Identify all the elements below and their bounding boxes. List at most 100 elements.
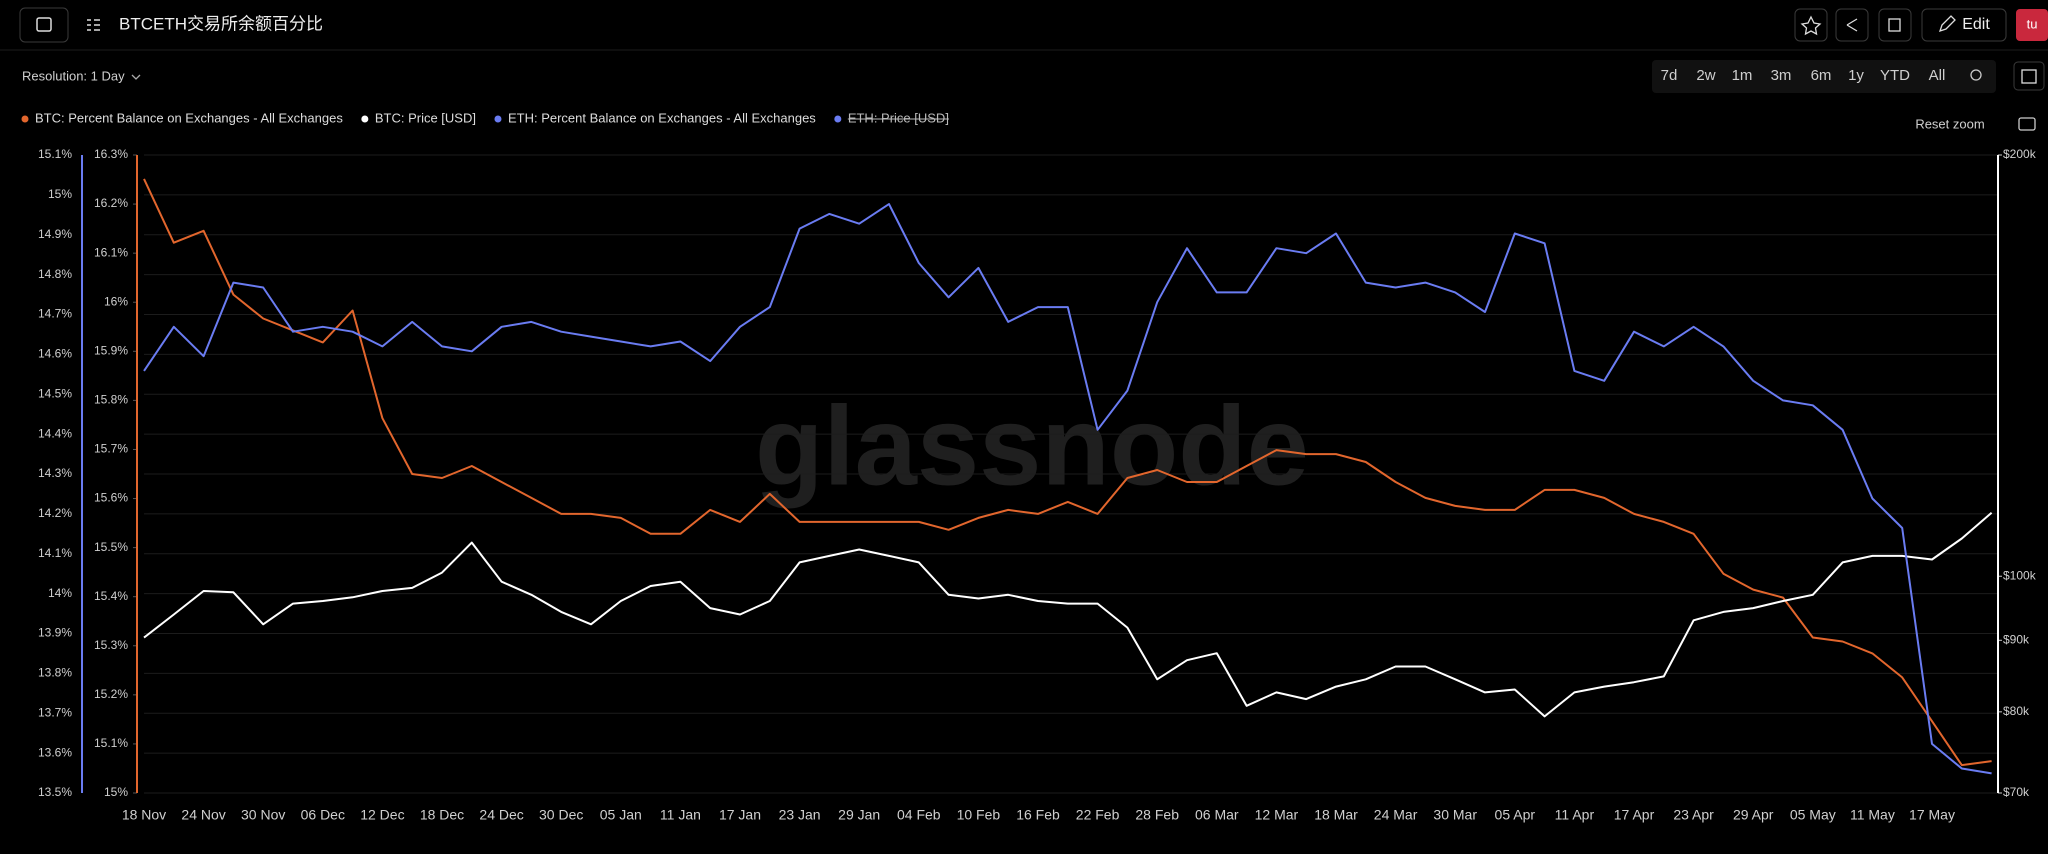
y-tick-label: 13.9% xyxy=(38,626,72,640)
reset-zoom[interactable]: Reset zoom xyxy=(1915,116,1984,131)
avatar[interactable] xyxy=(2016,9,2048,41)
copy-icon xyxy=(1888,18,1901,32)
legend-label[interactable]: ETH: Percent Balance on Exchanges - All … xyxy=(508,110,816,125)
range-button[interactable]: 7d xyxy=(1661,67,1678,84)
x-tick-label: 06 Mar xyxy=(1195,807,1239,823)
x-tick-label: 29 Apr xyxy=(1733,807,1774,823)
y3-tick-label: 15.7% xyxy=(94,442,128,456)
avatar-text: tu xyxy=(2027,16,2038,31)
y-tick-label: 14.3% xyxy=(38,466,72,480)
x-tick-label: 17 Jan xyxy=(719,807,761,823)
y2-tick-label: $90k xyxy=(2003,632,2030,646)
y-tick-label: 13.8% xyxy=(38,666,72,680)
y3-tick-label: 15.3% xyxy=(94,638,128,652)
y-tick-label: 14.6% xyxy=(38,347,72,361)
calendar-icon xyxy=(2021,69,2037,84)
x-tick-label: 17 May xyxy=(1909,807,1955,823)
x-tick-label: 24 Mar xyxy=(1374,807,1418,823)
x-tick-label: 29 Jan xyxy=(838,807,880,823)
y3-tick-label: 15.6% xyxy=(94,491,128,505)
x-tick-label: 11 Apr xyxy=(1555,807,1595,823)
x-tick-label: 23 Jan xyxy=(779,807,821,823)
series-line xyxy=(143,512,1993,718)
legend-dot xyxy=(494,115,502,123)
star-icon xyxy=(1800,15,1822,36)
y-tick-label: 13.6% xyxy=(38,745,72,759)
page-title: BTCETH交易所余额百分比 xyxy=(119,14,323,33)
range-button[interactable]: 2w xyxy=(1696,67,1715,84)
y-tick-label: 14.1% xyxy=(38,546,72,560)
x-tick-label: 11 May xyxy=(1850,807,1895,823)
x-tick-label: 17 Apr xyxy=(1614,807,1655,823)
y3-tick-label: 15.2% xyxy=(94,687,128,701)
copy-button[interactable] xyxy=(1878,8,1912,42)
y-tick-label: 14.8% xyxy=(38,267,72,281)
range-button[interactable]: 3m xyxy=(1771,67,1792,84)
x-tick-label: 18 Nov xyxy=(122,807,166,823)
edit-icon xyxy=(1938,15,1956,33)
x-tick-label: 30 Nov xyxy=(241,807,285,823)
resolution-select[interactable]: Resolution: 1 Day xyxy=(22,68,125,83)
x-tick-label: 22 Feb xyxy=(1076,807,1120,823)
x-tick-label: 05 Jan xyxy=(600,807,642,823)
y-tick-label: 15% xyxy=(48,187,72,201)
y3-tick-label: 15.8% xyxy=(94,393,128,407)
y3-tick-label: 16.1% xyxy=(94,245,128,259)
y3-tick-label: 16% xyxy=(104,294,128,308)
legend-label[interactable]: BTC: Price [USD] xyxy=(375,110,476,125)
edit-label[interactable]: Edit xyxy=(1962,16,1990,33)
x-tick-label: 28 Feb xyxy=(1135,807,1179,823)
x-tick-label: 05 Apr xyxy=(1495,807,1536,823)
y2-tick-label: $100k xyxy=(2003,568,2037,582)
range-button[interactable]: 6m xyxy=(1811,67,1832,84)
y3-tick-label: 15.5% xyxy=(94,540,128,554)
x-tick-label: 18 Dec xyxy=(420,807,464,823)
x-tick-label: 06 Dec xyxy=(301,807,345,823)
y-tick-label: 13.5% xyxy=(38,785,72,799)
y3-tick-label: 15.9% xyxy=(94,343,128,357)
y2-tick-label: $200k xyxy=(2003,147,2037,161)
sidebar-button[interactable] xyxy=(19,7,69,43)
y2-tick-label: $70k xyxy=(2003,785,2030,799)
x-tick-label: 11 Jan xyxy=(660,807,701,823)
y3-tick-label: 15% xyxy=(104,785,128,799)
series-line xyxy=(143,178,1992,767)
legend-label[interactable]: ETH: Price [USD] xyxy=(848,110,949,125)
legend-label[interactable]: BTC: Percent Balance on Exchanges - All … xyxy=(35,110,343,125)
legend-dot xyxy=(21,115,29,123)
y-tick-label: 14.2% xyxy=(38,506,72,520)
range-button[interactable]: 1y xyxy=(1848,67,1864,84)
x-tick-label: 10 Feb xyxy=(957,807,1001,823)
x-tick-label: 18 Mar xyxy=(1314,807,1358,823)
x-tick-label: 16 Feb xyxy=(1016,807,1060,823)
sidebar-icon xyxy=(36,17,52,32)
y-tick-label: 14.9% xyxy=(38,227,72,241)
star-button[interactable] xyxy=(1794,8,1828,42)
zoom-icon xyxy=(1970,69,1982,81)
calendar-button[interactable] xyxy=(2013,61,2045,91)
share-button[interactable] xyxy=(1835,8,1869,42)
camera-icon[interactable] xyxy=(2018,117,2036,131)
range-bar xyxy=(1652,60,1996,93)
y-tick-label: 15.1% xyxy=(38,147,72,161)
y-tick-label: 14.5% xyxy=(38,386,72,400)
y2-tick-label: $80k xyxy=(2003,704,2030,718)
range-button[interactable]: 1m xyxy=(1732,67,1753,84)
x-tick-label: 23 Apr xyxy=(1673,807,1714,823)
range-button[interactable]: YTD xyxy=(1880,67,1910,84)
y3-tick-label: 15.4% xyxy=(94,589,128,603)
x-tick-label: 05 May xyxy=(1790,807,1836,823)
range-button[interactable]: All xyxy=(1929,67,1946,84)
list-icon[interactable] xyxy=(87,19,100,31)
share-icon xyxy=(1846,18,1858,32)
y3-tick-label: 16.2% xyxy=(94,196,128,210)
y-tick-label: 14.7% xyxy=(38,307,72,321)
edit-button[interactable] xyxy=(1921,8,2007,42)
x-tick-label: 24 Dec xyxy=(479,807,523,823)
legend-dot xyxy=(361,115,369,123)
y-tick-label: 13.7% xyxy=(38,705,72,719)
y-tick-label: 14% xyxy=(48,586,72,600)
watermark: glassnode xyxy=(755,384,1309,509)
